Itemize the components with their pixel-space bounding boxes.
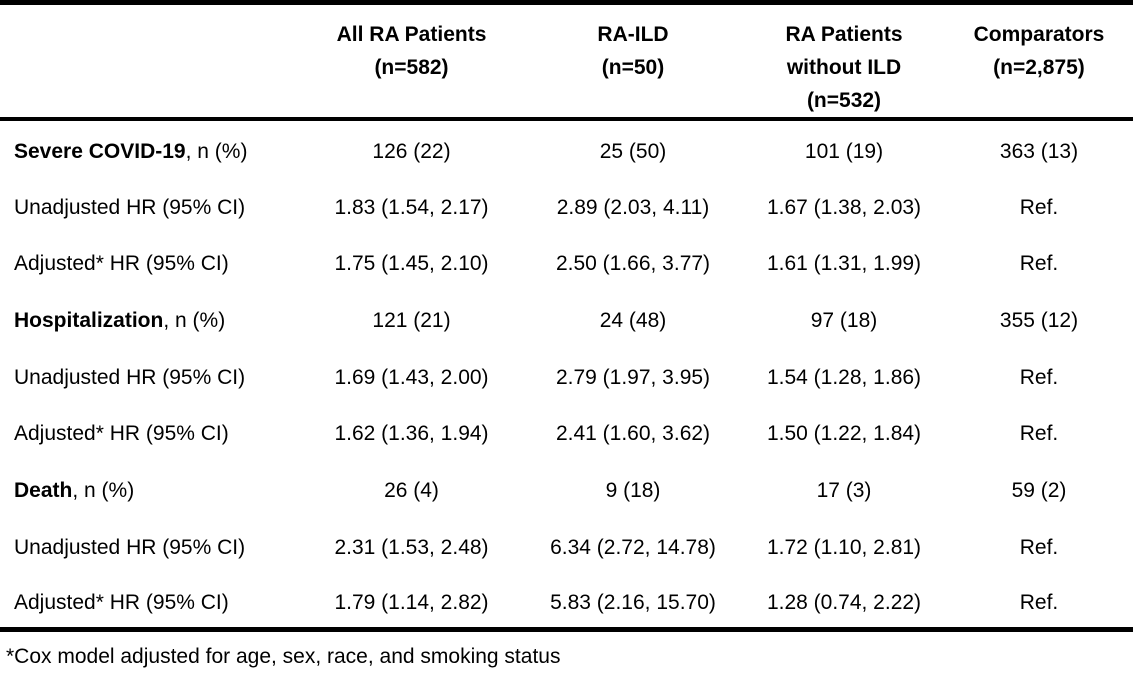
row-label-plain: , n (%) [185, 139, 248, 163]
cell-value: Ref. [945, 572, 1133, 632]
row-label: Adjusted* HR (95% CI) [0, 232, 300, 289]
row-label-plain: , n (%) [72, 478, 135, 502]
header-ra-ild: RA-ILD (n=50) [523, 2, 743, 121]
header-comparators: Comparators (n=2,875) [945, 2, 1133, 121]
cell-value: 5.83 (2.16, 15.70) [523, 572, 743, 632]
cell-value: 2.79 (1.97, 3.95) [555, 365, 711, 389]
header-line: RA Patients [785, 23, 903, 46]
cell-value: Ref. [1019, 365, 1059, 389]
cell-value: 1.54 (1.28, 1.86) [766, 365, 922, 389]
cell-value: 363 (13) [999, 139, 1079, 163]
row-label-strong: Death [14, 478, 73, 502]
cell-value: 97 (18) [810, 308, 878, 332]
header-ra-without-ild: RA Patients without ILD (n=532) [743, 2, 945, 121]
cell-value: 1.83 (1.54, 2.17) [334, 195, 489, 219]
header-line: Comparators [973, 23, 1105, 46]
cell-value: 2.31 (1.53, 2.48) [334, 535, 489, 559]
cell-value: 2.41 (1.60, 3.62) [555, 422, 711, 446]
row-label: Hospitalization, n (%) [0, 289, 300, 346]
cell-value: 1.69 (1.43, 2.00) [334, 365, 489, 389]
row-label: Adjusted* HR (95% CI) [0, 402, 300, 459]
table-row-severe-unadjusted-hr: Unadjusted HR (95% CI) 1.83 (1.54, 2.17)… [0, 176, 1133, 233]
table-row-severe-covid: Severe COVID-19, n (%) 126 (22) 25 (50) … [0, 119, 1133, 176]
table-row-death-unadjusted-hr: Unadjusted HR (95% CI) 2.31 (1.53, 2.48)… [0, 516, 1133, 573]
header-empty-cell [0, 2, 300, 121]
cell-value: 2.50 (1.66, 3.77) [555, 252, 711, 276]
header-line: RA-ILD [597, 23, 669, 46]
row-label-plain: Unadjusted HR (95% CI) [14, 365, 246, 389]
header-line: (n=50) [601, 56, 665, 79]
table-body: Severe COVID-19, n (%) 126 (22) 25 (50) … [0, 119, 1133, 632]
row-label: Unadjusted HR (95% CI) [0, 516, 300, 573]
cell-value: 2.89 (2.03, 4.11) [556, 195, 710, 219]
cell-value: Ref. [1019, 535, 1059, 559]
row-label-plain: , n (%) [163, 308, 226, 332]
cell-value: 1.61 (1.31, 1.99) [766, 252, 922, 276]
cell-value: 355 (12) [999, 308, 1079, 332]
cell-value: 1.67 (1.38, 2.03) [766, 195, 922, 219]
row-label: Unadjusted HR (95% CI) [0, 346, 300, 403]
header-line: (n=2,875) [993, 56, 1085, 79]
header-row: All RA Patients (n=582) RA-ILD (n=50) RA… [0, 2, 1133, 121]
row-label: Unadjusted HR (95% CI) [0, 176, 300, 233]
cell-value: 1.50 (1.22, 1.84) [766, 422, 922, 446]
cell-value: 17 (3) [816, 478, 872, 502]
cell-value: 1.28 (0.74, 2.22) [743, 572, 945, 632]
table-footnote: *Cox model adjusted for age, sex, race, … [6, 644, 561, 668]
table-header: All RA Patients (n=582) RA-ILD (n=50) RA… [0, 2, 1133, 121]
table-row-hosp-adjusted-hr: Adjusted* HR (95% CI) 1.62 (1.36, 1.94) … [0, 402, 1133, 459]
cell-value: 59 (2) [1011, 478, 1067, 502]
cell-value: 121 (21) [372, 308, 451, 332]
cell-value: 26 (4) [384, 478, 439, 502]
header-line: (n=532) [806, 89, 882, 112]
row-label: Severe COVID-19, n (%) [0, 119, 300, 176]
cell-value: 24 (48) [599, 308, 667, 332]
header-line: (n=582) [374, 56, 449, 79]
cell-value: 6.34 (2.72, 14.78) [550, 535, 716, 559]
cell-value: 1.79 (1.14, 2.82) [300, 572, 523, 632]
header-line: without ILD [786, 56, 902, 79]
row-label: Death, n (%) [0, 459, 300, 516]
header-all-ra-patients: All RA Patients (n=582) [300, 2, 523, 121]
row-label-plain: Unadjusted HR (95% CI) [14, 195, 246, 219]
cell-value: 9 (18) [605, 478, 661, 502]
cell-value: 1.72 (1.10, 2.81) [766, 535, 922, 559]
table-row-hospitalization: Hospitalization, n (%) 121 (21) 24 (48) … [0, 289, 1133, 346]
row-label: Adjusted* HR (95% CI) [0, 572, 300, 632]
table-row-death-adjusted-hr: Adjusted* HR (95% CI) 1.79 (1.14, 2.82) … [0, 572, 1133, 632]
row-label-strong: Hospitalization [14, 308, 164, 332]
row-label-plain: Adjusted* HR (95% CI) [14, 252, 229, 276]
cell-value: Ref. [1019, 422, 1059, 446]
row-label-plain: Adjusted* HR (95% CI) [14, 422, 229, 446]
cell-value: Ref. [1019, 195, 1059, 219]
table-row-hosp-unadjusted-hr: Unadjusted HR (95% CI) 1.69 (1.43, 2.00)… [0, 346, 1133, 403]
table-row-death: Death, n (%) 26 (4) 9 (18) 17 (3) 59 (2) [0, 459, 1133, 516]
cell-value: 25 (50) [599, 139, 667, 163]
cell-value: 1.75 (1.45, 2.10) [334, 252, 489, 276]
outcomes-table: All RA Patients (n=582) RA-ILD (n=50) RA… [0, 0, 1133, 632]
table-row-severe-adjusted-hr: Adjusted* HR (95% CI) 1.75 (1.45, 2.10) … [0, 232, 1133, 289]
cell-value: Ref. [1019, 252, 1059, 276]
row-label-plain: Unadjusted HR (95% CI) [14, 535, 246, 559]
cell-value: 101 (19) [804, 139, 884, 163]
row-label-plain: Adjusted* HR (95% CI) [14, 591, 229, 615]
cell-value: 126 (22) [372, 139, 451, 163]
header-line: All RA Patients [336, 23, 487, 46]
row-label-strong: Severe COVID-19 [14, 139, 186, 163]
cell-value: 1.62 (1.36, 1.94) [334, 422, 489, 446]
